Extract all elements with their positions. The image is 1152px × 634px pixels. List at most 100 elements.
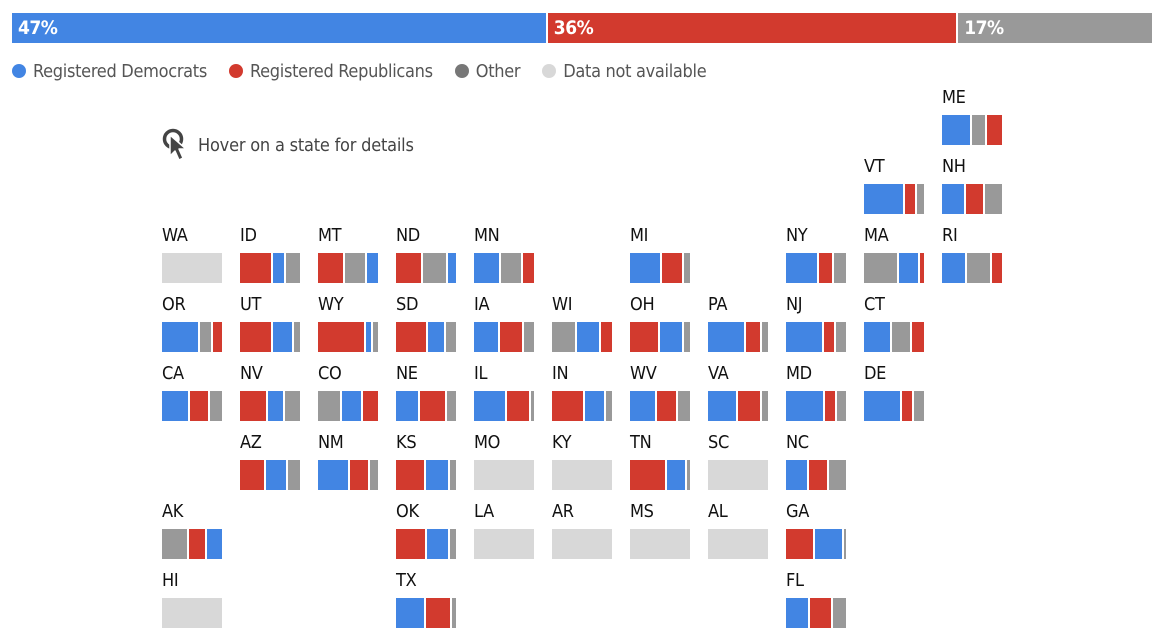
bar-segment-other [449,529,456,559]
state-tile-mn[interactable]: MN [474,226,534,284]
state-tile-ks[interactable]: KS [396,433,456,491]
state-bar [396,460,456,490]
bar-segment-republicans [919,253,924,283]
bar-segment-republicans [240,391,269,421]
state-tile-ga[interactable]: GA [786,502,846,560]
state-tile-hi[interactable]: HI [162,571,222,629]
state-tile-ri[interactable]: RI [942,226,1002,284]
state-tile-wy[interactable]: WY [318,295,378,353]
legend-dot-other [454,64,469,78]
state-tile-ca[interactable]: CA [162,364,222,422]
state-tile-ut[interactable]: UT [240,295,300,353]
bar-segment-other [199,322,213,352]
state-label: SD [396,294,419,315]
bar-segment-republicans [363,391,378,421]
state-tile-mi[interactable]: MI [630,226,690,284]
state-tile-la[interactable]: LA [474,502,534,560]
state-tile-id[interactable]: ID [240,226,300,284]
state-tile-tx[interactable]: TX [396,571,456,629]
bar-segment-democrats [268,391,285,421]
state-label: WY [318,294,344,315]
state-tile-ky[interactable]: KY [552,433,612,491]
state-label: TX [396,570,417,591]
state-bar [318,460,378,490]
hover-hint-text: Hover on a state for details [198,134,414,156]
state-tile-ia[interactable]: IA [474,295,534,353]
state-tile-mo[interactable]: MO [474,433,534,491]
state-tile-nh[interactable]: NH [942,157,1002,215]
state-bar [708,529,768,559]
state-tile-il[interactable]: IL [474,364,534,422]
state-tile-vt[interactable]: VT [864,157,924,215]
state-tile-nj[interactable]: NJ [786,295,846,353]
state-tile-wi[interactable]: WI [552,295,612,353]
state-tile-ct[interactable]: CT [864,295,924,353]
state-tile-ok[interactable]: OK [396,502,456,560]
bar-segment-republicans [630,322,660,352]
state-tile-in[interactable]: IN [552,364,612,422]
bar-segment-democrats [786,253,819,283]
state-bar [396,529,456,559]
state-tile-nd[interactable]: ND [396,226,456,284]
state-bar [162,391,222,421]
bar-segment-democrats [162,322,200,352]
bar-segment-other [916,184,924,214]
state-tile-ne[interactable]: NE [396,364,456,422]
state-tile-tn[interactable]: TN [630,433,690,491]
state-label: AL [708,501,728,522]
state-tile-ak[interactable]: AK [162,502,222,560]
state-label: IL [474,363,488,384]
state-tile-nv[interactable]: NV [240,364,300,422]
bar-segment-republicans [966,184,986,214]
bar-segment-republicans [240,253,273,283]
state-tile-sd[interactable]: SD [396,295,456,353]
state-label: ID [240,225,257,246]
state-label: SC [708,432,729,453]
bar-segment-democrats [366,322,374,352]
bar-segment-republicans [396,322,428,352]
state-tile-ny[interactable]: NY [786,226,846,284]
state-label: OH [630,294,655,315]
state-tile-md[interactable]: MD [786,364,846,422]
bar-segment-other [606,391,612,421]
state-tile-va[interactable]: VA [708,364,768,422]
summary-segment-other: 17% [958,13,1152,43]
state-bar [708,460,768,490]
state-tile-de[interactable]: DE [864,364,924,422]
bar-segment-republicans [911,322,924,352]
state-tile-me[interactable]: ME [942,88,1002,146]
state-tile-ar[interactable]: AR [552,502,612,560]
state-tile-co[interactable]: CO [318,364,378,422]
bar-segment-other [345,253,368,283]
bar-segment-democrats [273,253,287,283]
state-tile-nc[interactable]: NC [786,433,846,491]
bar-segment-republicans [630,460,668,490]
state-tile-oh[interactable]: OH [630,295,690,353]
state-tile-ma[interactable]: MA [864,226,924,284]
state-tile-al[interactable]: AL [708,502,768,560]
bar-segment-republicans [396,529,428,559]
bar-segment-other [373,322,378,352]
state-label: VT [864,156,885,177]
state-bar [942,184,1002,214]
state-tile-ms[interactable]: MS [630,502,690,560]
state-bar [474,460,534,490]
state-tile-wa[interactable]: WA [162,226,222,284]
state-tile-wv[interactable]: WV [630,364,690,422]
state-tile-az[interactable]: AZ [240,433,300,491]
bar-segment-republicans [786,529,815,559]
state-label: CT [864,294,885,315]
state-label: CO [318,363,342,384]
state-tile-sc[interactable]: SC [708,433,768,491]
state-tile-fl[interactable]: FL [786,571,846,629]
state-tile-mt[interactable]: MT [318,226,378,284]
bar-segment-other [423,253,449,283]
state-tile-nm[interactable]: NM [318,433,378,491]
state-tile-pa[interactable]: PA [708,295,768,353]
state-tile-or[interactable]: OR [162,295,222,353]
state-bar [708,322,768,352]
state-label: IA [474,294,490,315]
bar-segment-not-available [552,529,612,559]
bar-segment-other [828,460,846,490]
state-label: WV [630,363,657,384]
